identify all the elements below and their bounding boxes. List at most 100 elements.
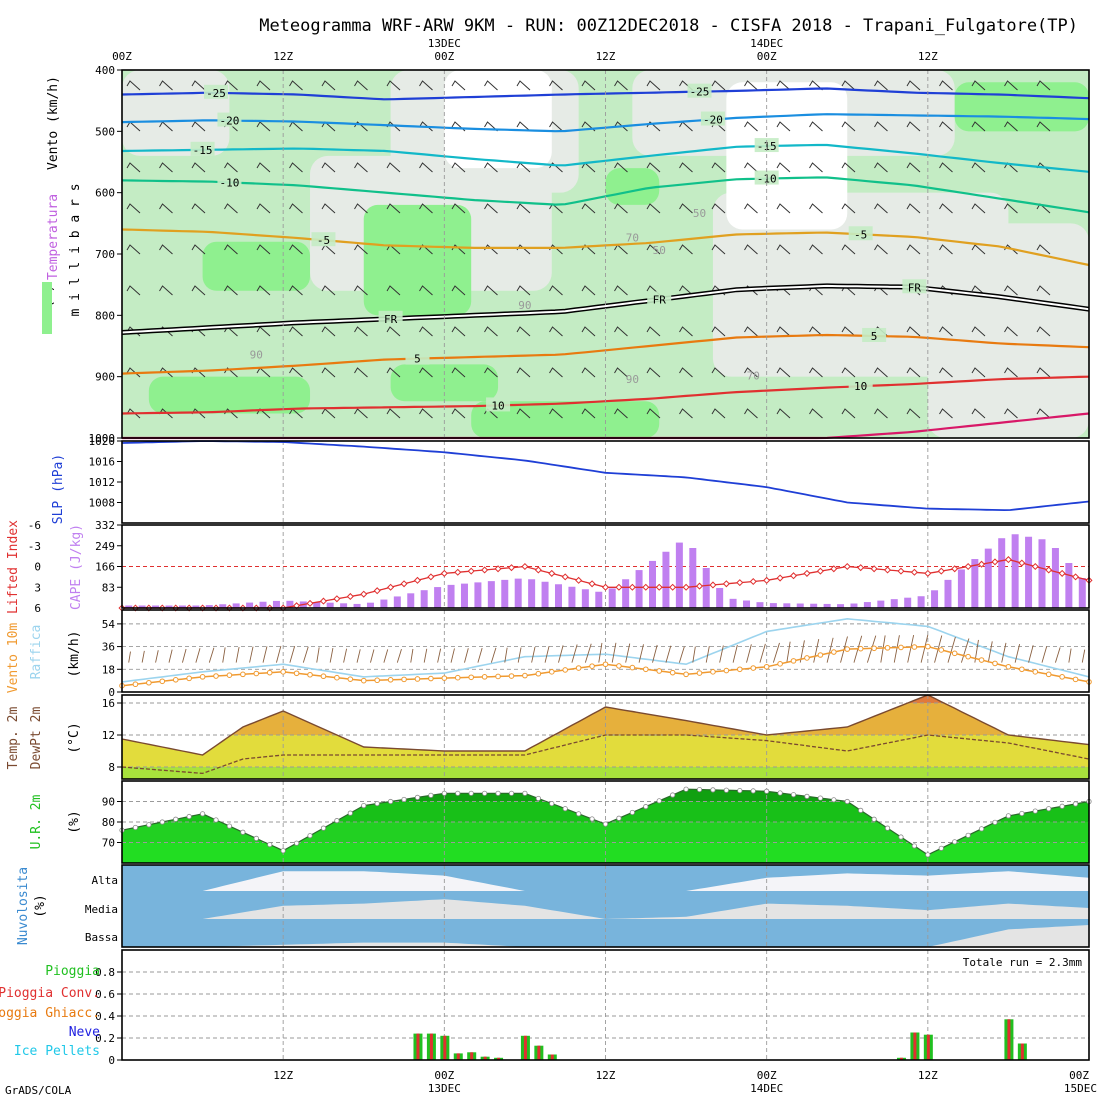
top-hour-label: 00Z bbox=[112, 50, 132, 63]
wind-barb bbox=[874, 121, 888, 132]
rh-point bbox=[643, 804, 649, 810]
rh-tick-label: 80 bbox=[102, 816, 115, 829]
slp-tick-label: 1020 bbox=[89, 435, 116, 448]
wind-tick-label: 18 bbox=[102, 663, 115, 676]
wind-barb bbox=[874, 408, 888, 419]
wind-arrow bbox=[678, 646, 685, 663]
wind-point bbox=[172, 677, 179, 683]
rh-moist-patch bbox=[954, 82, 1089, 132]
temp-tick-label: 12 bbox=[102, 729, 115, 742]
rh-dry-region bbox=[927, 223, 1089, 438]
cape-bar bbox=[850, 603, 858, 608]
rh-point bbox=[388, 798, 394, 805]
wind-barb bbox=[419, 80, 433, 91]
wind-barb bbox=[646, 203, 661, 214]
cape-tick-label: 166 bbox=[95, 561, 115, 574]
cape-bar bbox=[608, 588, 616, 608]
wind-barb bbox=[744, 408, 758, 419]
bottom-hour-label: 00Z bbox=[434, 1069, 454, 1082]
wind-point bbox=[804, 655, 810, 661]
wind-barb bbox=[451, 80, 466, 91]
precip-conv-bar bbox=[1020, 1043, 1024, 1060]
cape-bar bbox=[1065, 563, 1073, 608]
cape-bar bbox=[353, 603, 361, 608]
wind-barb bbox=[679, 367, 693, 378]
li-point bbox=[1018, 559, 1026, 567]
precip-conv-bar bbox=[456, 1053, 460, 1060]
pressure-tick-label: 1000 bbox=[89, 432, 116, 445]
wind-barb bbox=[516, 203, 531, 214]
wind-barb bbox=[516, 121, 531, 132]
wind-point bbox=[320, 673, 327, 680]
cape-bar bbox=[528, 579, 536, 608]
precip-conv-bar bbox=[497, 1057, 501, 1060]
wind-barb bbox=[549, 121, 563, 132]
li-point bbox=[306, 599, 314, 607]
slp-tick-label: 1008 bbox=[89, 497, 116, 510]
wind-arrow bbox=[1068, 648, 1072, 663]
precip-legend-label: Neve bbox=[69, 1025, 100, 1040]
top-hour-label: 12Z bbox=[918, 50, 938, 63]
rh-contour-label: 70 bbox=[747, 370, 760, 383]
cape-bar bbox=[702, 568, 710, 608]
rh-point bbox=[320, 825, 327, 831]
wind-point bbox=[669, 669, 676, 676]
wind-barb bbox=[614, 162, 628, 173]
wind-arrow bbox=[450, 648, 455, 663]
wind-barb bbox=[549, 80, 563, 91]
wind-barb bbox=[971, 244, 986, 255]
li-point bbox=[830, 565, 838, 573]
wind-barb bbox=[484, 367, 498, 378]
bottom-hour-label: 12Z bbox=[596, 1069, 616, 1082]
cape-bar bbox=[366, 602, 374, 608]
cape-bar bbox=[272, 600, 280, 608]
wind-barb bbox=[971, 326, 986, 337]
wind-panel: 54 36 18 0 Vento 10m Raffica (km/h) bbox=[6, 609, 1092, 699]
rh-point bbox=[213, 817, 219, 823]
wind-arrow bbox=[155, 650, 159, 663]
wind-barb bbox=[874, 367, 888, 378]
rh-point bbox=[858, 807, 864, 813]
li-point bbox=[628, 583, 636, 591]
wind-barb bbox=[354, 408, 368, 419]
wind-barb bbox=[289, 244, 303, 255]
wind-barb bbox=[809, 121, 823, 132]
rh-point bbox=[549, 800, 555, 807]
isotherm-label: -25 bbox=[690, 86, 710, 99]
rh-dry-region bbox=[122, 70, 230, 156]
wind-barb bbox=[809, 326, 823, 337]
wind-barb bbox=[776, 408, 791, 419]
wind-barb bbox=[516, 408, 531, 419]
wind-barb bbox=[646, 80, 661, 91]
wind-barb bbox=[809, 203, 823, 214]
wind-tick-label: 54 bbox=[102, 618, 116, 631]
pressure-axis-label: m i l l i b a r s bbox=[68, 183, 83, 316]
isotherm-label-bg bbox=[902, 279, 927, 294]
wind-barb bbox=[354, 285, 368, 296]
precip-tick-label: 0.6 bbox=[95, 988, 115, 1001]
wind-barb bbox=[874, 162, 888, 173]
isotherm-label-bg bbox=[204, 84, 229, 99]
wind-barb bbox=[841, 203, 856, 214]
wind-arrow bbox=[611, 642, 617, 663]
isotherm-label-bg bbox=[378, 310, 403, 325]
wind-barb bbox=[1004, 80, 1018, 91]
wind-barb bbox=[646, 244, 661, 255]
panel-border bbox=[121, 949, 1090, 1061]
precip-conv-bar bbox=[483, 1056, 487, 1060]
cape-bar bbox=[917, 596, 925, 608]
cloud-unit-label: (%) bbox=[33, 894, 48, 917]
wind-arrow bbox=[383, 649, 389, 663]
cape-bar bbox=[380, 599, 388, 608]
wind-arrow bbox=[517, 647, 522, 663]
rh-point bbox=[710, 787, 716, 793]
wind-barb bbox=[939, 80, 953, 91]
wind-barb bbox=[126, 80, 141, 91]
wind-barb bbox=[744, 80, 758, 91]
wind-barb bbox=[419, 162, 433, 173]
rh-point bbox=[307, 833, 313, 839]
rh-point bbox=[199, 811, 206, 817]
wind-arrow bbox=[531, 646, 536, 663]
wind-point bbox=[508, 673, 515, 679]
li-point bbox=[507, 564, 516, 572]
